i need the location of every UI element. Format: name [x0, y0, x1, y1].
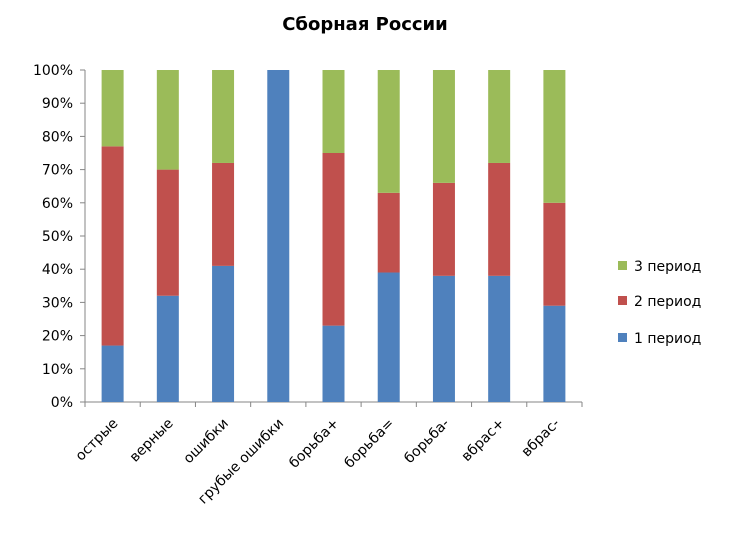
- bar-segment: [101, 345, 124, 402]
- bar-segment: [101, 146, 124, 346]
- y-tick-label: 40%: [42, 262, 73, 278]
- bar-segment: [432, 182, 455, 276]
- bar-segment: [377, 192, 400, 273]
- bar-segment: [322, 70, 345, 153]
- legend-label: 2 период: [634, 294, 701, 310]
- legend-label: 3 период: [634, 259, 701, 275]
- legend: 3 период 2 период 1 период: [618, 259, 701, 347]
- bar-segment: [488, 162, 511, 276]
- bar-segment: [432, 275, 455, 402]
- y-tick-label: 90%: [42, 96, 73, 112]
- x-tick-label: острые: [73, 416, 122, 465]
- y-tick-label: 60%: [42, 196, 73, 212]
- bar-segment: [156, 295, 179, 402]
- y-tick-label: 20%: [42, 329, 73, 345]
- legend-label: 1 период: [634, 331, 701, 347]
- bar-segment: [322, 325, 345, 402]
- x-tick-label: вбрас+: [459, 416, 508, 465]
- bar-segment: [488, 70, 511, 163]
- legend-swatch: [618, 296, 627, 305]
- x-tick-label: верные: [127, 416, 177, 466]
- x-tick-label: ошибки: [180, 416, 231, 467]
- plot-area: 0%10%20%30%40%50%60%70%80%90%100%острые в…: [33, 63, 583, 507]
- y-tick-label: 0%: [51, 395, 73, 411]
- legend-swatch: [618, 261, 627, 270]
- x-tick-label: борьба=: [341, 416, 397, 472]
- y-tick-label: 70%: [42, 163, 73, 179]
- bar-segment: [543, 70, 566, 203]
- bar-segment: [543, 202, 566, 306]
- bar-segment: [156, 70, 179, 170]
- y-tick-label: 80%: [42, 129, 73, 145]
- bar-segment: [212, 70, 235, 163]
- x-tick-label: вбрас-: [519, 416, 564, 461]
- bar-segment: [267, 70, 290, 402]
- y-tick-label: 30%: [42, 295, 73, 311]
- bar-segment: [432, 70, 455, 183]
- bar-segment: [101, 70, 124, 147]
- bar-segment: [212, 265, 235, 402]
- bar-segment: [322, 153, 345, 326]
- bar-segment: [156, 169, 179, 296]
- y-tick-label: 100%: [33, 63, 73, 79]
- x-tick-label: борьба-: [401, 416, 452, 467]
- y-tick-label: 50%: [42, 229, 73, 245]
- y-tick-label: 10%: [42, 362, 73, 378]
- bar-segment: [543, 305, 566, 402]
- chart-title: Сборная России: [282, 14, 448, 35]
- x-tick-label: борьба+: [286, 416, 342, 472]
- bar-segment: [212, 162, 235, 266]
- legend-swatch: [618, 333, 627, 342]
- bar-segment: [377, 272, 400, 402]
- bar-segment: [488, 275, 511, 402]
- bar-segment: [377, 70, 400, 193]
